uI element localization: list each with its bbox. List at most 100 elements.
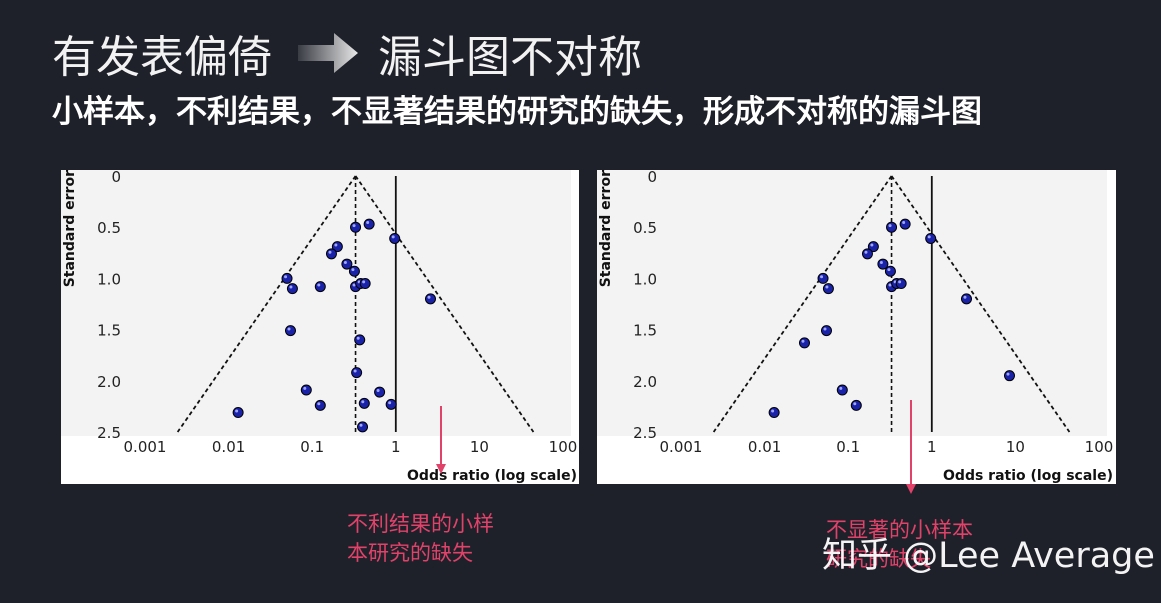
data-point [850,399,862,411]
data-point [822,283,834,295]
data-point [925,232,937,244]
data-point [886,221,898,233]
x-tick-label: 100 [1085,438,1114,456]
data-point-highlight [839,386,843,390]
data-point [325,248,337,260]
data-point-highlight [351,268,355,272]
data-point-highlight [391,235,395,239]
data-point [1003,370,1015,382]
data-point [861,248,873,260]
plot-background [597,170,1107,436]
data-point [284,325,296,337]
funnel-right-limit [890,175,1071,433]
data-point-highlight [361,400,365,404]
x-tick-label: 0.001 [660,438,703,456]
data-point [817,272,829,284]
arrow-right-icon [298,33,358,73]
data-point-highlight [887,268,891,272]
data-point-highlight [359,423,363,427]
data-point [960,293,972,305]
data-point-highlight [366,221,370,225]
x-axis-label: Odds ratio (log scale) [407,468,577,484]
y-tick-label: 0 [647,170,657,186]
data-point [836,384,848,396]
data-point [354,334,366,346]
annotation-left: 不利结果的小样 本研究的缺失 [347,510,494,568]
data-point-highlight [823,327,827,331]
y-tick-label: 1.0 [97,270,121,288]
data-point [884,265,896,277]
data-point [358,397,370,409]
data-point-highlight [287,327,291,331]
y-tick-label: 2.0 [97,373,121,391]
data-point-highlight [353,369,357,373]
data-point-highlight [853,402,857,406]
annotation-arrow-left [436,406,446,474]
data-point [351,367,363,379]
title-left: 有发表偏倚 [52,32,272,83]
data-point-highlight [303,386,307,390]
data-point [359,278,371,290]
data-point-highlight [317,402,321,406]
data-point-highlight [963,295,967,299]
y-tick-label: 2.0 [633,373,657,391]
data-point-highlight [289,285,293,289]
watermark: 知乎 @Lee Average [822,536,1155,576]
x-tick-label: 0.1 [300,438,324,456]
plot-background [61,170,571,436]
data-point-highlight [362,280,366,284]
data-point-highlight [1006,372,1010,376]
data-point-highlight [898,280,902,284]
annotation-left-line-1: 不利结果的小样 [347,512,494,536]
y-tick-label: 1.5 [97,322,121,340]
slide-title: 有发表偏倚 漏斗图不对称 [52,22,642,84]
data-point-highlight [864,250,868,254]
data-point [350,221,362,233]
y-tick-label: 2.5 [633,424,657,442]
data-point-highlight [356,336,360,340]
x-tick-label: 100 [549,438,578,456]
y-tick-label: 2.5 [97,424,121,442]
data-point [895,278,907,290]
data-point [374,386,386,398]
data-point-highlight [328,250,332,254]
data-point-highlight [352,283,356,287]
data-point [798,337,810,349]
data-point-highlight [334,243,338,247]
y-tick-label: 0.5 [97,219,121,237]
data-point-highlight [317,283,321,287]
data-point [385,398,397,410]
funnel-group [712,175,1071,433]
funnel-left-limit [712,175,893,433]
x-tick-label: 0.01 [748,438,781,456]
data-point-highlight [235,409,239,413]
x-tick-label: 10 [470,438,489,456]
data-point-highlight [825,285,829,289]
data-point-highlight [388,401,392,405]
funnel-plot-panel-left: 0 0.5 1.0 1.5 2.0 2.5 0.001 0.01 0.1 1 10 100 Odds r… [61,170,579,484]
data-point-highlight [888,224,892,228]
annotation-arrow-right [906,400,916,494]
data-point-highlight [927,235,931,239]
data-point-highlight [879,260,883,264]
data-point [768,407,780,419]
x-tick-label: 10 [1006,438,1025,456]
funnel-plot-panel-right: 0 0.5 1.0 1.5 2.0 2.5 0.001 0.01 0.1 1 10 100 Odds r… [597,170,1116,484]
data-point [389,232,401,244]
data-point [363,218,375,230]
data-point [300,384,312,396]
data-point [348,265,360,277]
data-point [281,272,293,284]
data-point [286,283,298,295]
y-tick-label: 1.5 [633,322,657,340]
data-point-highlight [343,260,347,264]
funnel-left-limit [176,175,357,433]
data-point-highlight [352,224,356,228]
x-tick-label: 1 [391,438,401,456]
data-point [357,421,369,433]
annotation-right-line-2: 研究的缺失 [826,547,931,571]
data-point-highlight [771,409,775,413]
data-point [314,281,326,293]
y-tick-label: 0.5 [633,219,657,237]
data-point [899,218,911,230]
